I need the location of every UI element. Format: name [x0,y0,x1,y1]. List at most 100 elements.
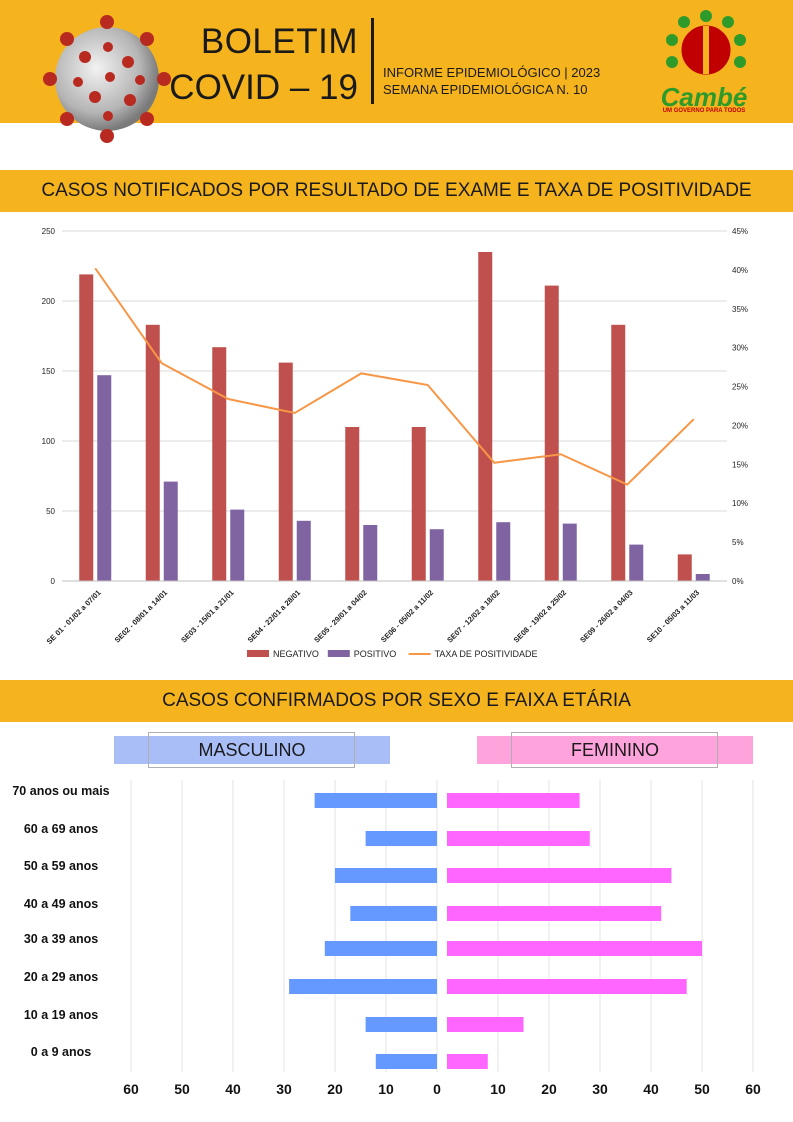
bar-positivo [629,544,644,581]
x-tick-label: 0 [433,1081,441,1097]
legend-swatch [247,650,269,657]
logo-name: Cambé [660,82,748,112]
x-tick-label: 30 [276,1081,292,1097]
bar-masculino [365,1017,437,1032]
female-label: FEMININO [571,739,659,760]
bar-negativo [212,347,227,581]
legend-label: TAXA DE POSITIVIDADE [435,649,538,659]
y2-tick-label: 35% [732,305,748,314]
y2-tick-label: 5% [732,538,744,547]
bar-feminino [447,793,580,808]
bar-negativo [145,324,160,581]
y2-tick-label: 30% [732,344,748,353]
x-tick-label: 50 [694,1081,710,1097]
bar-positivo [163,481,178,581]
x-tick-label: 20 [327,1081,343,1097]
x-tick-label: SE 01 - 01/02 a 07/01 [45,588,103,646]
x-tick-label: SE05 - 29/01 a 04/02 [312,588,368,644]
y2-tick-label: 40% [732,266,748,275]
bulletin-title-line1: BOLETIM [200,22,358,61]
bar-feminino [447,979,687,994]
male-header-frame [148,732,355,768]
cambe-logo-icon [666,10,746,78]
bar-negativo [611,324,626,581]
y-tick-label: 100 [42,437,56,446]
age-group-label: 40 a 49 anos [23,897,99,911]
y-tick-label: 200 [42,297,56,306]
bar-feminino [447,906,662,921]
age-group-label: 20 a 29 anos [23,970,99,984]
bar-negativo [278,362,293,581]
y-tick-label: 150 [42,367,56,376]
female-header-frame [511,732,718,768]
y2-tick-label: 20% [732,421,748,430]
bar-masculino [375,1054,437,1069]
bar-feminino [447,1017,524,1032]
bar-negativo [345,427,360,581]
bar-positivo [562,523,577,581]
x-tick-label: 50 [174,1081,190,1097]
x-tick-label: 40 [643,1081,659,1097]
logo-tagline: UM GOVERNO PARA TODOS [662,108,746,114]
y-tick-label: 50 [46,507,55,516]
x-tick-label: 10 [378,1081,394,1097]
legend-label: POSITIVO [354,649,397,659]
bar-positivo [429,529,444,581]
bar-positivo [97,375,112,581]
male-label: MASCULINO [198,739,306,760]
age-group-label: 50 a 59 anos [23,859,99,873]
bar-positivo [230,509,245,581]
bar-masculino [324,941,437,956]
bar-positivo [296,520,311,581]
bar-masculino [365,831,437,846]
y2-tick-label: 25% [732,383,748,392]
notified-cases-chart: 0 50 100 150 200 250 0% 5% 10% 15% 20% 25% 30% 35% 40%… [42,227,748,659]
legend-label: NEGATIVO [273,649,319,659]
age-group-label: 60 a 69 anos [23,822,99,836]
x-tick-label: SE07 - 12/02 a 18/02 [445,588,501,644]
bar-masculino [350,906,437,921]
bar-feminino [447,868,672,883]
y-tick-label: 0 [51,577,56,586]
age-group-label: 0 a 9 anos [30,1045,92,1059]
bar-negativo [677,554,692,581]
bar-feminino [447,1054,488,1069]
header-divider [371,18,374,104]
bar-positivo [695,574,710,581]
y2-tick-label: 0% [732,577,744,586]
male-header: MASCULINO [114,736,390,764]
x-tick-label: SE08 - 19/02 a 25/02 [512,588,568,644]
x-tick-label: SE02 - 08/01 a 14/01 [113,588,169,644]
positivity-rate-line [94,267,695,486]
bar-feminino [447,941,702,956]
y2-tick-label: 45% [732,227,748,236]
x-tick-label: 20 [541,1081,557,1097]
bar-negativo [478,252,493,581]
bar-masculino [314,793,437,808]
bar-masculino [289,979,437,994]
x-tick-label: SE09 - 26/02 a 04/03 [578,588,634,644]
bar-negativo [79,274,94,581]
sex-age-chart: 60 50 40 30 20 10 0 10 20 30 40 50 60 [123,780,761,1097]
bar-masculino [335,868,437,883]
female-header: FEMININO [477,736,753,764]
section-title-confirmed: CASOS CONFIRMADOS POR SEXO E FAIXA ETÁRI… [0,680,793,722]
report-info: INFORME EPIDEMIOLÓGICO | 2023 [383,65,601,80]
x-tick-label: SE03 - 15/01 a 21/01 [179,588,235,644]
x-tick-label: 60 [123,1081,139,1097]
legend-swatch [327,650,350,657]
coronavirus-icon [43,15,171,143]
x-tick-label: SE04 - 22/01 a 28/01 [246,588,302,644]
section-title-notified: CASOS NOTIFICADOS POR RESULTADO DE EXAME… [0,170,793,212]
bar-negativo [411,427,426,581]
y2-tick-label: 10% [732,499,748,508]
x-tick-label: SE10 - 05/03 a 11/03 [645,588,701,644]
x-tick-label: 30 [592,1081,608,1097]
y-tick-label: 250 [42,227,56,236]
bar-feminino [447,831,590,846]
bar-positivo [496,522,511,581]
age-group-label: 70 anos ou mais [12,784,110,798]
x-tick-label: 60 [745,1081,761,1097]
x-tick-label: SE06 - 05/02 a 11/02 [379,588,435,644]
x-tick-label: 40 [225,1081,241,1097]
